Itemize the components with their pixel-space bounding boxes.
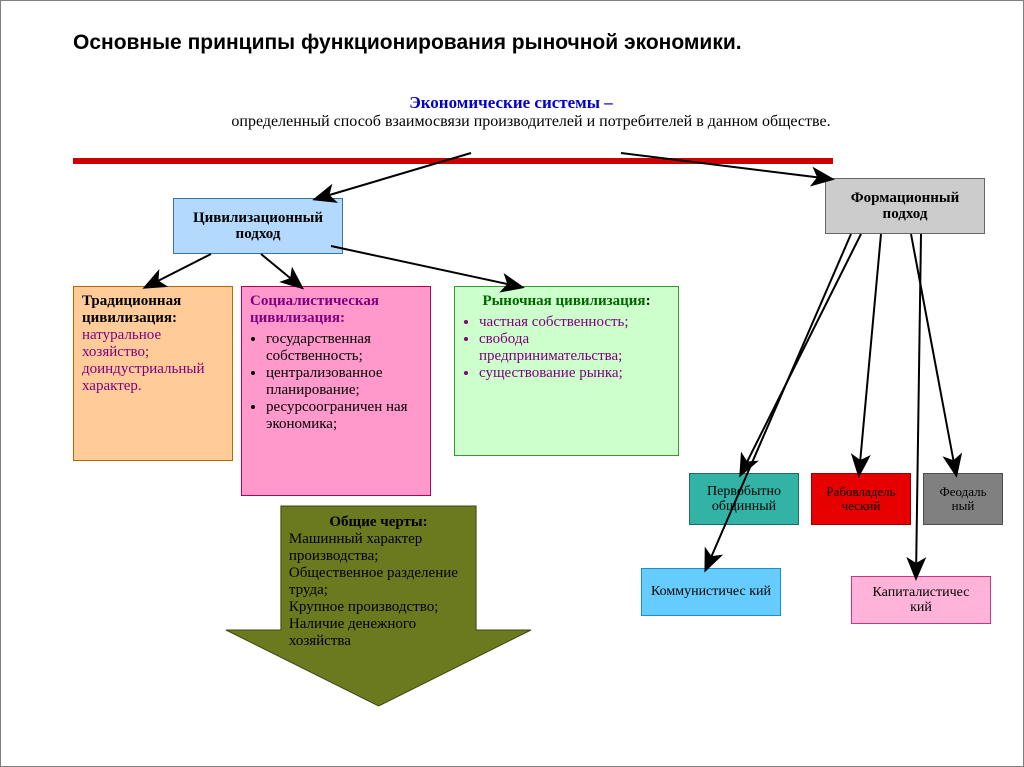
big-arrow-line: Машинный характер производства; xyxy=(289,531,468,565)
box-capitalist: Капиталистичес кий xyxy=(851,576,991,624)
red-divider xyxy=(73,158,833,164)
market-item: существование рынка; xyxy=(479,365,670,382)
capitalist-label: Капиталистичес кий xyxy=(860,585,982,616)
slave-label: Рабовладель ческий xyxy=(820,485,902,514)
socialist-item: ресурсоограничен ная экономика; xyxy=(266,399,422,433)
market-header: Рыночная цивилизация: xyxy=(463,293,670,310)
traditional-body: натуральное хозяйство; доиндустриальный … xyxy=(82,327,224,395)
page-title: Основные принципы функционирования рыноч… xyxy=(73,31,953,55)
big-arrow-text: Общие черты: Машинный характер производс… xyxy=(289,514,468,650)
civ-approach-label: Цивилизационный подход xyxy=(182,210,334,243)
box-socialist-civilization: Социалистическая цивилизация: государств… xyxy=(241,286,431,496)
market-header-text: Рыночная цивилизация xyxy=(482,293,645,309)
subtitle1-text: Экономические системы – xyxy=(409,93,613,112)
subtitle-definition: определенный способ взаимосвязи производ… xyxy=(191,113,871,131)
market-colon: : xyxy=(646,293,651,309)
box-primitive: Первобытно общинный xyxy=(689,473,799,525)
box-slave: Рабовладель ческий xyxy=(811,473,911,525)
socialist-item: государственная собственность; xyxy=(266,331,422,365)
form-approach-label: Формационный подход xyxy=(834,190,976,223)
market-items: частная собственность;свобода предприним… xyxy=(479,314,670,382)
box-civilizational-approach: Цивилизационный подход xyxy=(173,198,343,254)
slide-root: Основные принципы функционирования рыноч… xyxy=(0,0,1024,767)
socialist-item: централизованное планирование; xyxy=(266,365,422,399)
subtitle2-text: определенный способ взаимосвязи производ… xyxy=(231,113,830,130)
title-text: Основные принципы функционирования рыноч… xyxy=(73,31,742,54)
box-feudal: Феодаль ный xyxy=(923,473,1003,525)
big-arrow-lines: Машинный характер производства;Обществен… xyxy=(289,531,468,650)
subtitle-economic-systems: Экономические системы – xyxy=(201,93,821,113)
big-arrow-line: Крупное производство; xyxy=(289,599,468,616)
market-item: свобода предпринимательства; xyxy=(479,331,670,365)
big-arrow-line: Наличие денежного хозяйства xyxy=(289,616,468,650)
box-traditional-civilization: Традиционная цивилизация: натуральное хо… xyxy=(73,286,233,461)
box-formational-approach: Формационный подход xyxy=(825,178,985,234)
feudal-label: Феодаль ный xyxy=(932,485,994,514)
box-market-civilization: Рыночная цивилизация: частная собственно… xyxy=(454,286,679,456)
big-arrow-line: Общественное разделение труда; xyxy=(289,565,468,599)
market-item: частная собственность; xyxy=(479,314,670,331)
socialist-header: Социалистическая цивилизация: xyxy=(250,293,422,327)
socialist-items: государственная собственность;централизо… xyxy=(266,331,422,433)
primitive-label: Первобытно общинный xyxy=(698,484,790,515)
box-communist: Коммунистичес кий xyxy=(641,568,781,616)
big-arrow-header: Общие черты: xyxy=(289,514,468,531)
communist-label: Коммунистичес кий xyxy=(651,584,771,599)
traditional-header: Традиционная цивилизация: xyxy=(82,293,224,327)
